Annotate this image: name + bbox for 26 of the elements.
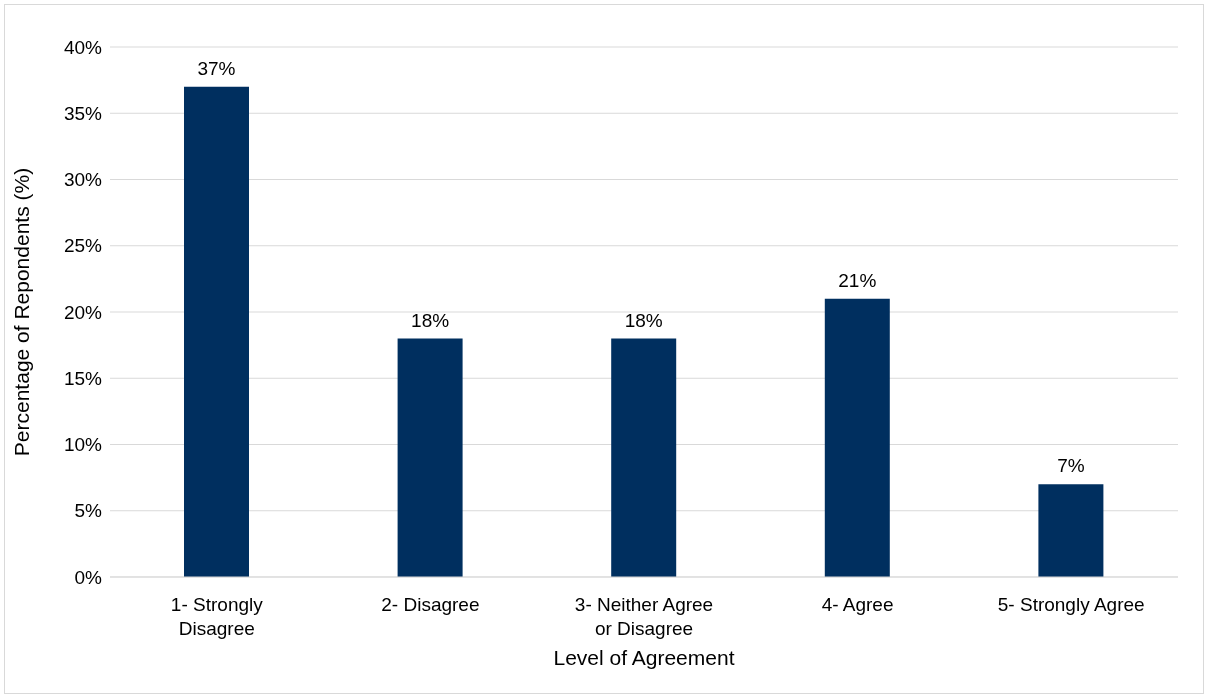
y-tick-label: 10%: [63, 434, 103, 456]
bar: [824, 298, 890, 577]
data-label: 21%: [838, 269, 877, 291]
y-tick-label: 5%: [74, 500, 103, 522]
data-label: 7%: [1057, 455, 1085, 477]
x-tick-label: 5- Strongly Agree: [997, 594, 1145, 615]
y-tick-label: 25%: [63, 235, 103, 257]
y-axis-title: Percentage of Repondents (%): [10, 167, 34, 457]
bar: [397, 338, 463, 577]
y-tick-label: 15%: [63, 367, 103, 389]
bar: [184, 86, 249, 577]
data-label: 37%: [197, 57, 236, 79]
y-tick-label: 40%: [63, 36, 103, 58]
bar: [1038, 484, 1104, 577]
x-axis-title: Level of Agreement: [553, 646, 735, 669]
bar: [611, 338, 677, 577]
y-tick-label: 0%: [74, 566, 103, 588]
y-tick-label: 35%: [63, 103, 103, 124]
x-tick-label: 3- Neither Agree or Disagree: [574, 594, 714, 639]
x-tick-label: 2- Disagree: [381, 594, 480, 615]
data-label: 18%: [411, 309, 450, 331]
y-tick-label: 30%: [63, 169, 103, 191]
data-label: 18%: [624, 309, 663, 331]
y-tick-label: 20%: [63, 301, 103, 323]
x-tick-label: 1- Strongly Disagree: [170, 594, 264, 639]
x-tick-label: 4- Agree: [821, 594, 894, 615]
